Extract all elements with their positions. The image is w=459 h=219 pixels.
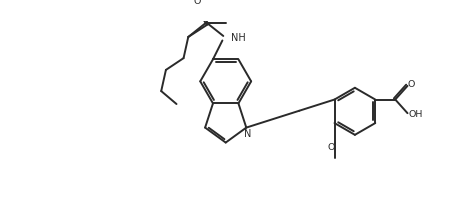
Text: NH: NH xyxy=(231,33,246,43)
Text: O: O xyxy=(193,0,201,6)
Text: N: N xyxy=(244,129,251,139)
Text: O: O xyxy=(407,79,414,88)
Text: OH: OH xyxy=(408,111,422,120)
Text: O: O xyxy=(326,143,334,152)
